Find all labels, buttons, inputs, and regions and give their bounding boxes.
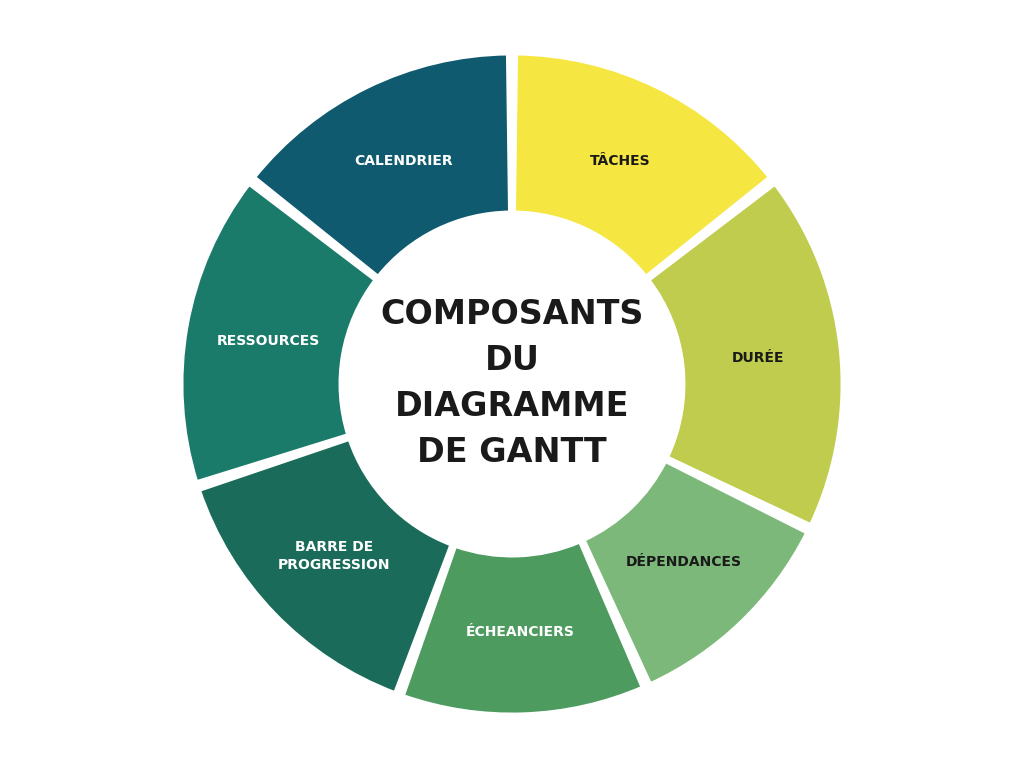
Wedge shape [649,184,843,525]
Text: TÂCHES: TÂCHES [590,154,651,168]
Text: BARRE DE
PROGRESSION: BARRE DE PROGRESSION [278,541,390,571]
Text: RESSOURCES: RESSOURCES [216,334,319,348]
Text: DÉPENDANCES: DÉPENDANCES [626,555,742,569]
Text: COMPOSANTS
DU
DIAGRAMME
DE GANTT: COMPOSANTS DU DIAGRAMME DE GANTT [380,299,644,469]
Wedge shape [403,541,642,714]
Wedge shape [584,462,807,684]
Circle shape [340,212,684,556]
Wedge shape [514,54,770,276]
Text: ÉCHEANCIERS: ÉCHEANCIERS [466,624,575,638]
Wedge shape [200,439,452,693]
Text: DURÉE: DURÉE [732,351,784,365]
Text: CALENDRIER: CALENDRIER [354,154,453,168]
Wedge shape [254,54,510,276]
Wedge shape [181,184,375,482]
